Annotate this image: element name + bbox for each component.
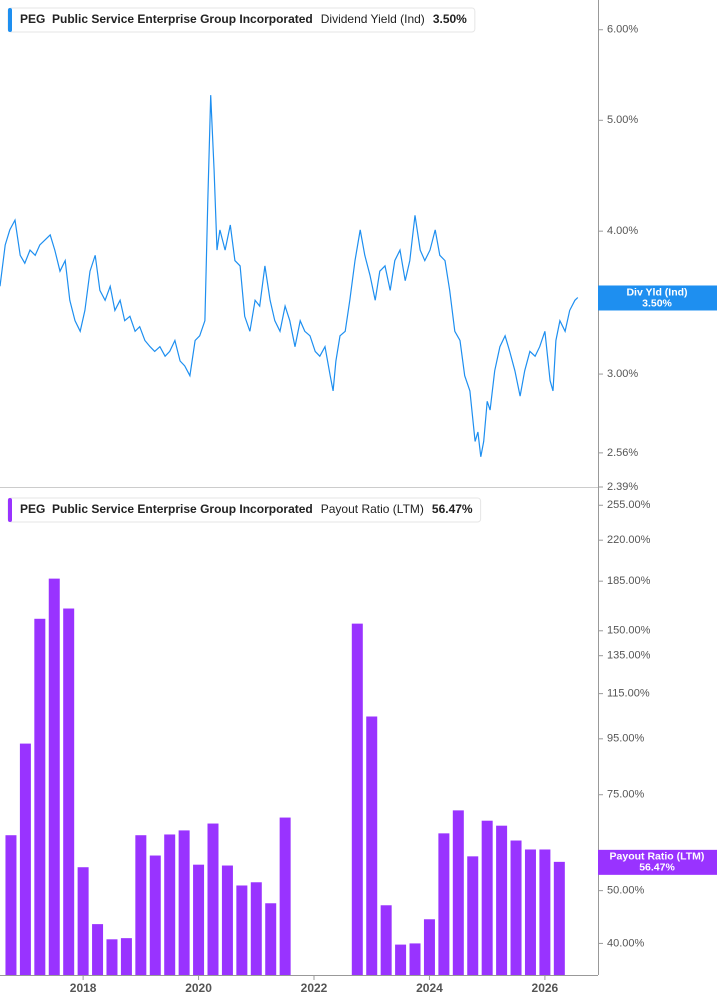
y-tick-label: 2.39% [607, 481, 638, 493]
y-tick-label: 185.00% [607, 575, 651, 587]
y-tick-label: 6.00% [607, 24, 638, 36]
y-tick-label: 255.00% [607, 499, 651, 511]
x-tick-label: 2022 [301, 981, 328, 995]
bar [236, 885, 248, 975]
bar [438, 833, 450, 975]
bar [48, 578, 60, 975]
value-tag-value: 56.47% [639, 862, 675, 874]
x-tick-label: 2026 [532, 981, 559, 995]
x-tick-label: 2024 [416, 981, 443, 995]
bar [193, 864, 205, 975]
bar [366, 716, 378, 975]
bar [120, 938, 132, 975]
y-tick-label: 40.00% [607, 937, 645, 949]
value-tag [598, 849, 717, 875]
bar [178, 830, 190, 975]
bar [524, 849, 536, 975]
bar [481, 820, 493, 975]
bar [250, 882, 262, 975]
bar [510, 840, 522, 975]
value-tag-name: Payout Ratio (LTM) [610, 851, 705, 863]
y-tick-label: 220.00% [607, 534, 651, 546]
bar [34, 618, 46, 975]
bar [77, 867, 89, 975]
legend-swatch [8, 8, 12, 32]
bar [5, 835, 17, 975]
legend-metric: Payout Ratio (LTM) [321, 502, 424, 516]
bar [380, 905, 392, 975]
bar [92, 924, 104, 975]
y-tick-label: 115.00% [607, 688, 650, 700]
bar [467, 856, 479, 975]
bar [207, 823, 219, 975]
y-tick-label: 4.00% [607, 225, 638, 237]
y-tick-label: 150.00% [607, 625, 651, 637]
value-tag [598, 285, 717, 311]
bar [539, 849, 551, 975]
legend-value: 3.50% [433, 12, 467, 26]
legend-value: 56.47% [432, 502, 473, 516]
y-tick-label: 75.00% [607, 789, 645, 801]
bar [279, 817, 291, 975]
x-tick-label: 2018 [70, 981, 97, 995]
bar [496, 825, 508, 975]
x-tick-label: 2020 [185, 981, 212, 995]
bar [135, 835, 147, 975]
bar [395, 944, 407, 975]
bar [63, 608, 75, 975]
legend-ticker: PEG [20, 502, 45, 516]
legend-swatch [8, 498, 12, 522]
y-tick-label: 5.00% [607, 114, 638, 126]
bar [423, 919, 435, 975]
y-tick-label: 2.56% [607, 447, 638, 459]
y-tick-label: 3.00% [607, 368, 638, 380]
legend-ticker: PEG [20, 12, 45, 26]
bar [106, 939, 118, 975]
bar [452, 810, 464, 975]
line-series [0, 95, 579, 457]
y-tick-label: 50.00% [607, 885, 645, 897]
legend-metric: Dividend Yield (Ind) [321, 12, 425, 26]
bar [221, 865, 233, 975]
y-tick-label: 95.00% [607, 733, 645, 745]
bar [265, 903, 277, 975]
legend: PEG Public Service Enterprise Group Incor… [7, 7, 476, 33]
value-tag-value: 3.50% [642, 297, 672, 309]
legend-company: Public Service Enterprise Group Incorpor… [52, 12, 313, 26]
legend-company: Public Service Enterprise Group Incorpor… [52, 502, 313, 516]
value-tag-name: Div Yld (Ind) [626, 286, 687, 298]
bar [164, 834, 176, 975]
legend: PEG Public Service Enterprise Group Incor… [7, 497, 482, 523]
bar [351, 623, 363, 975]
bar [19, 743, 31, 975]
bar [149, 855, 161, 975]
bar [553, 861, 565, 975]
y-tick-label: 135.00% [607, 650, 651, 662]
bar [409, 943, 421, 975]
